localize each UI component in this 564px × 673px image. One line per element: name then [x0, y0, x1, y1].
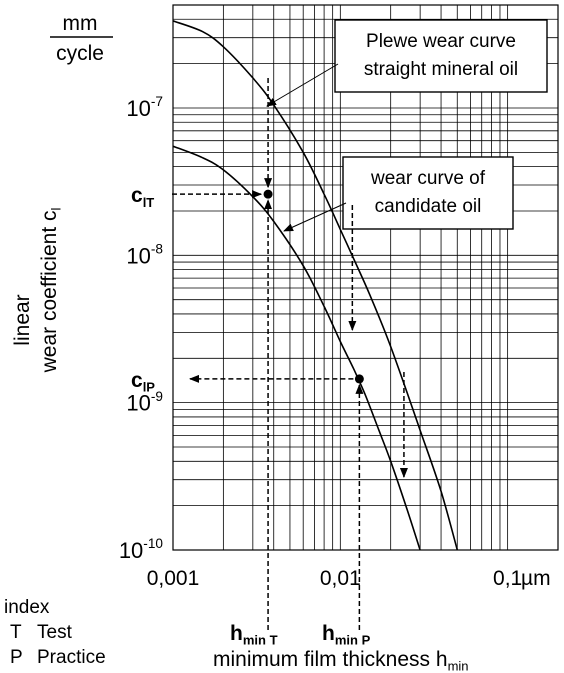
practice-point-marker: [354, 374, 364, 384]
x-tick-label: 0,001: [147, 567, 200, 590]
c-test-label: clT: [131, 184, 154, 210]
plewe-wear-curve: [172, 20, 459, 551]
overlay-layer: [172, 19, 548, 630]
y-axis-label-line1: linear: [11, 294, 34, 345]
y-axis-label: linear wear coefficient cl: [11, 208, 64, 374]
x-axis-label: minimum film thickness hmin: [213, 648, 469, 673]
y-axis-label-line2: wear coefficient cl: [38, 208, 64, 374]
test-point-marker: [263, 189, 273, 199]
text-layer: Plewe wear curve straight mineral oil wear…: [4, 12, 551, 673]
y-tick-label: 10-10: [119, 536, 164, 563]
y-unit-denominator: cycle: [56, 42, 104, 65]
plot-grid: [172, 4, 559, 551]
annotation-box-candidate: [342, 156, 514, 230]
x-tick-label: 0,01: [320, 567, 361, 590]
curve-layer: [172, 20, 459, 551]
c-practice-label: clP: [131, 369, 155, 395]
annotation-box-plewe: [334, 19, 548, 93]
plot-frame: [172, 4, 559, 551]
annotation-arrow-plewe: [266, 63, 339, 107]
index-legend-text: Test: [37, 622, 73, 643]
x-unit-label: µm: [521, 567, 551, 590]
candidate-oil-wear-curve: [172, 145, 421, 551]
y-tick-label: 10-8: [126, 241, 163, 268]
y-tick-label: 10-9: [126, 389, 163, 416]
annotation-plewe-text: Plewe wear curve: [366, 31, 516, 52]
h-min-practice-label: hmin P: [322, 622, 371, 648]
annotation-candidate-text: candidate oil: [375, 196, 482, 217]
y-tick-label: 10-7: [126, 94, 163, 121]
index-legend-key: P: [10, 647, 23, 668]
index-legend-key: T: [10, 622, 22, 643]
index-legend-text: Practice: [37, 647, 106, 668]
index-legend-title: index: [4, 597, 50, 618]
y-unit-numerator: mm: [63, 12, 98, 35]
annotation-candidate-text: wear curve of: [370, 168, 486, 189]
h-min-test-label: hmin T: [230, 622, 278, 648]
annotation-arrow-candidate: [283, 202, 347, 232]
annotation-plewe-text: straight mineral oil: [364, 59, 518, 80]
x-tick-label: 0,1: [493, 567, 522, 590]
